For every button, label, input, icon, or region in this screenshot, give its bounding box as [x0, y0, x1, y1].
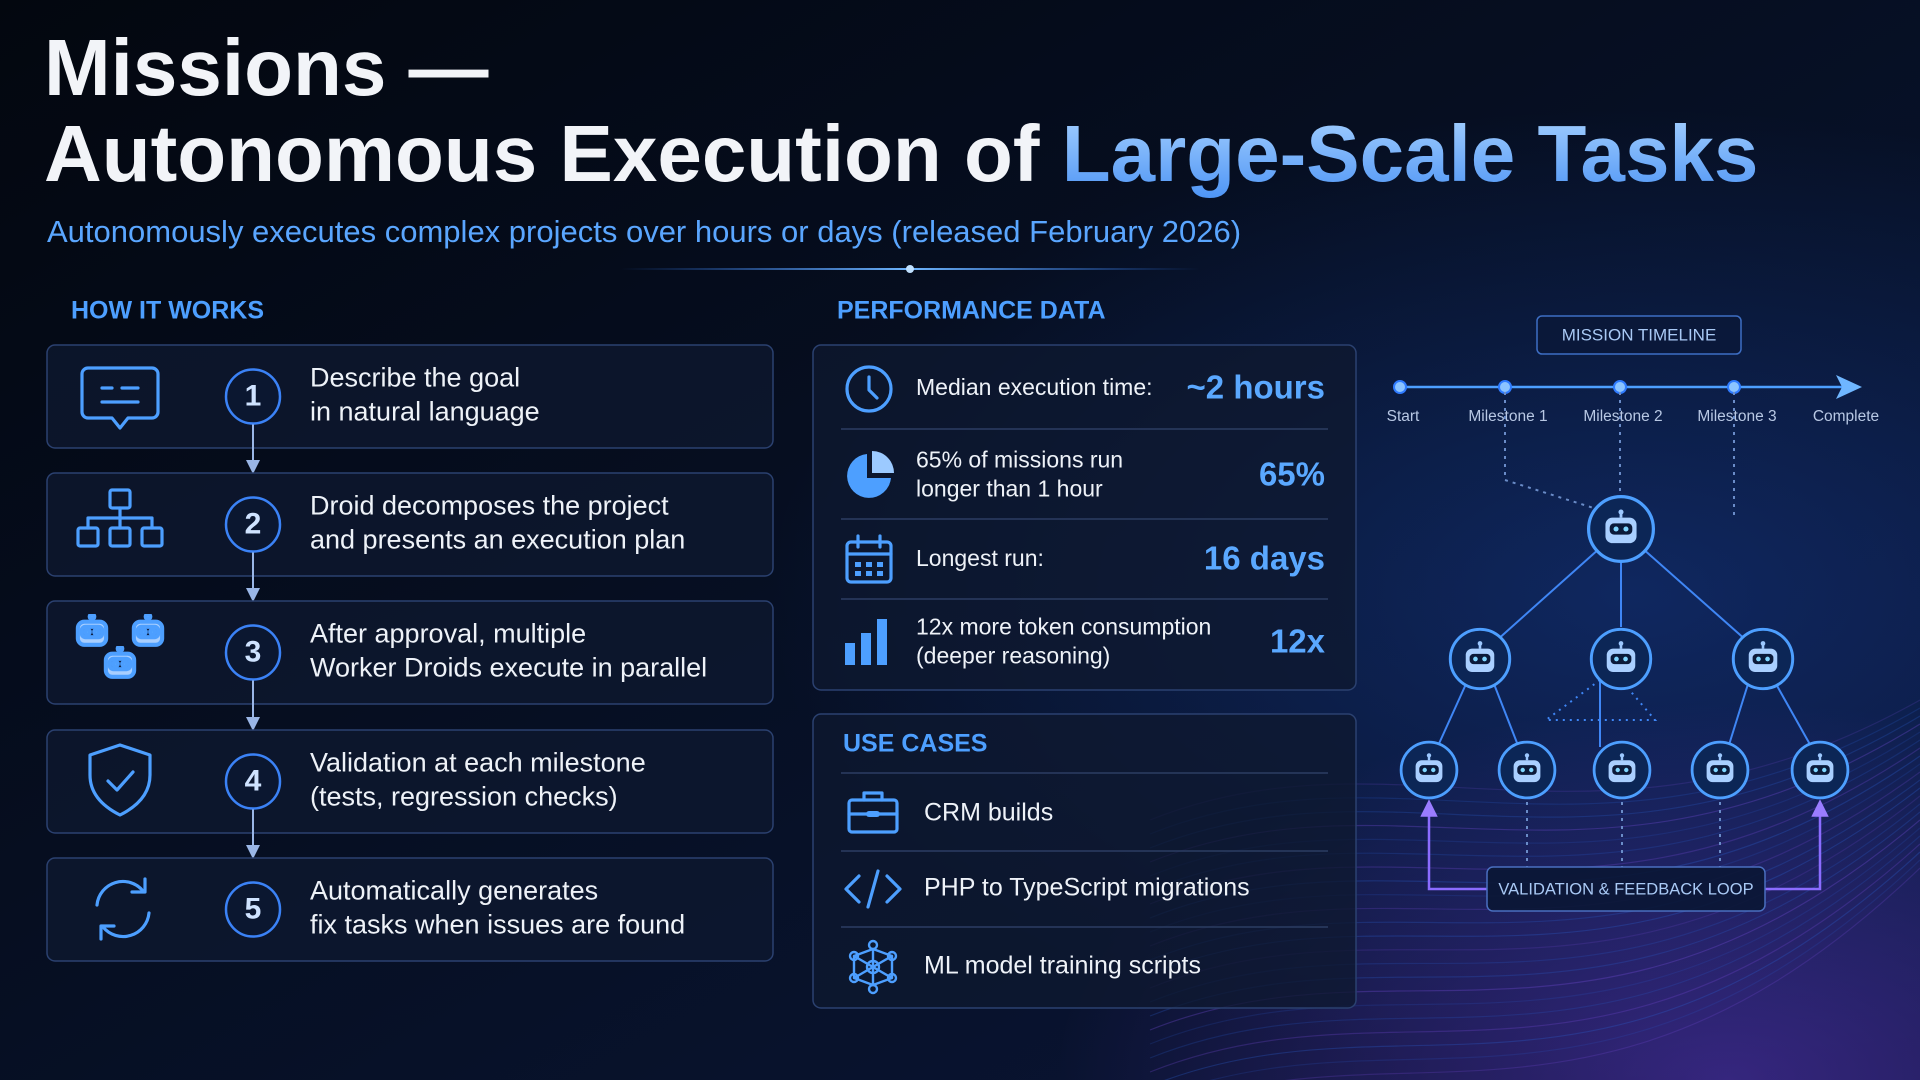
loop-label: VALIDATION & FEEDBACK LOOP [1498, 880, 1753, 898]
title-highlight: Large-Scale Tasks [1062, 109, 1759, 198]
feedback-loop [1420, 799, 1829, 891]
section-heading: PERFORMANCE DATA [837, 297, 1106, 325]
robot-node [1591, 629, 1650, 688]
metric-value: 65% [1259, 456, 1325, 493]
section-heading: USE CASES [843, 730, 987, 758]
step-number: 3 [245, 635, 262, 668]
wave-line [1284, 867, 1920, 1080]
milestone-dot [1498, 380, 1512, 394]
step-text: Droid decomposes the project [310, 491, 669, 521]
metric-label: (deeper reasoning) [916, 643, 1110, 669]
steps: 1 Describe the goal in natural language 2 Dr… [46, 344, 774, 962]
milestone-dot [1613, 380, 1627, 394]
title-text: Autonomous Execution of [44, 109, 1062, 198]
step-card [46, 729, 774, 834]
code-icon [844, 869, 902, 909]
title: Autonomous Execution of Large-Scale Task… [44, 109, 1758, 198]
robot-node [1499, 742, 1555, 798]
calendar-icon [845, 534, 893, 584]
metric-label: 65% of missions run [916, 447, 1123, 473]
milestones: Start Milestone 1 Milestone 2 Milestone 3 Co… [1387, 380, 1879, 425]
wave-line [1149, 843, 1920, 1073]
milestone-label: Milestone 2 [1583, 408, 1662, 425]
wave-line [1209, 859, 1920, 1080]
robot-node [1594, 742, 1650, 798]
briefcase-icon [847, 791, 899, 834]
milestone-label: Start [1387, 408, 1420, 425]
step-text: Validation at each milestone [310, 748, 646, 778]
network-icon [848, 939, 898, 995]
step-text: and presents an execution plan [310, 525, 685, 555]
step-card [46, 344, 774, 449]
title: Missions — [44, 23, 489, 112]
timeline-heading: MISSION TIMELINE [1562, 325, 1717, 344]
step-number: 5 [245, 892, 262, 925]
metric-icons [845, 365, 894, 665]
use-cases-card [812, 713, 1357, 1009]
section-heading: HOW IT WORKS [71, 297, 264, 325]
step-text: Describe the goal [310, 363, 520, 393]
metric-label: longer than 1 hour [916, 476, 1103, 502]
robot-node [1733, 629, 1792, 688]
step-card [46, 600, 774, 705]
step-text: Worker Droids execute in parallel [310, 653, 707, 683]
shield-icon [88, 743, 152, 817]
robot-node [1692, 742, 1748, 798]
step-circle [224, 624, 282, 681]
pie-icon [847, 451, 894, 498]
step-circle [224, 881, 282, 938]
step-text: (tests, regression checks) [310, 782, 618, 812]
subtitle: Autonomously executes complex projects o… [47, 214, 1241, 249]
step-icons [76, 366, 164, 941]
step-card [46, 857, 774, 962]
metric-label: Longest run: [916, 545, 1044, 571]
step-circle [224, 496, 282, 553]
milestone-dot [1393, 380, 1407, 394]
hierarchy-icon [76, 488, 164, 548]
separator-glow [906, 265, 914, 273]
performance-card [812, 344, 1357, 691]
milestone-label: Complete [1813, 408, 1879, 425]
step-number: 2 [245, 507, 262, 540]
robot-node [1450, 629, 1509, 688]
metric-label: Median execution time: [916, 374, 1153, 400]
use-case: ML model training scripts [924, 952, 1201, 980]
wave-line [1149, 827, 1920, 1045]
timeline-badge [1536, 315, 1742, 355]
robot-node [1589, 497, 1654, 562]
wave-line [1149, 835, 1920, 1059]
loop-badge [1486, 866, 1766, 912]
clock-icon [845, 365, 893, 413]
step-text: Automatically generates [310, 876, 598, 906]
use-case: PHP to TypeScript migrations [924, 874, 1250, 902]
step-text: fix tasks when issues are found [310, 910, 685, 940]
metric-value: 12x [1270, 623, 1326, 660]
use-case-icons [844, 791, 902, 995]
use-case: CRM builds [924, 799, 1053, 827]
robot-node [1792, 742, 1848, 798]
timeline-arrow [1836, 375, 1862, 399]
step-number: 4 [245, 764, 262, 797]
step-circle [224, 753, 282, 810]
step-text: After approval, multiple [310, 619, 586, 649]
milestone-label: Milestone 1 [1468, 408, 1547, 425]
step-text: in natural language [310, 397, 540, 427]
wave-line [1164, 851, 1920, 1080]
tree-links [1436, 392, 1813, 867]
chat-icon [80, 366, 160, 430]
step-number: 1 [245, 379, 262, 412]
bars-icon [845, 619, 887, 665]
robot-node [1401, 742, 1457, 798]
use-cases: CRM builds PHP to TypeScript migrations ML… [841, 772, 1328, 980]
step-circle [224, 368, 282, 425]
metric-value: 16 days [1204, 540, 1325, 577]
milestone-label: Milestone 3 [1697, 408, 1776, 425]
metric-value: ~2 hours [1187, 369, 1325, 406]
metric-label: 12x more token consumption [916, 614, 1211, 640]
refresh-icon [95, 877, 151, 941]
metrics: Median execution time: ~2 hours 65% of mis… [841, 369, 1328, 669]
step-card [46, 472, 774, 577]
milestone-dot [1727, 380, 1741, 394]
